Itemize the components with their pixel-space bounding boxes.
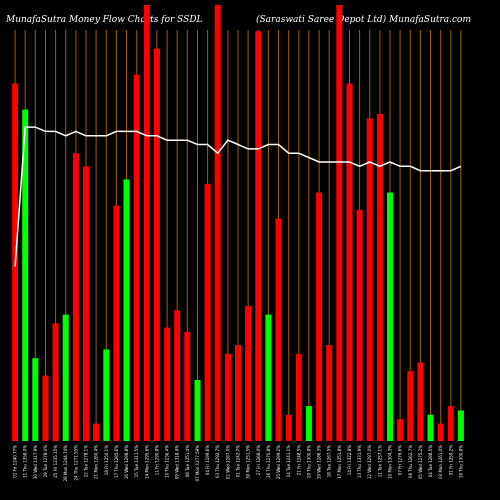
chart-title-left: MunafaSutra Money Flow Charts for SSDL [5,15,203,25]
x-tick-label: 31 Fri 1259.2% [448,445,453,475]
bar-12 [133,74,140,442]
x-tick-label: 07 Fri 1276.6% [398,445,403,475]
bar-7 [83,166,89,442]
bar-22 [235,345,241,441]
bar-6 [72,153,79,441]
x-tick-label: 07 Mon 1277.59% [195,445,200,482]
bar-28 [295,353,302,441]
x-tick-label: 24 Thu 1271.55% [73,445,78,481]
x-tick-label: 14 Mon 1295.6% [144,445,149,479]
x-tick-label: 27 Fri 1268.0% [256,445,261,475]
x-tick-label: 09 Wed 1318.4% [175,445,180,479]
x-tick-label: 01 Fri 1240.77% [13,445,18,478]
x-tick-label: 05 Wed 1275.2% [418,445,423,479]
bar-43 [447,406,454,441]
x-tick-label: 11 Fri 1290.8% [154,445,159,475]
bar-23 [245,305,252,441]
bar-31 [326,345,333,441]
x-axis-tick-labels: 01 Fri 1240.77% 31 Thu 1358.0% 30 Wed 1317… [13,445,464,482]
bar-2 [32,358,39,441]
x-tick-label: 28 Mon 1244.74% [63,445,68,482]
x-tick-label: 22 Tue 1278.1% [84,445,89,477]
x-tick-label: 15 Tue 1311.5% [134,445,139,477]
bar-35 [366,118,373,442]
x-tick-label: 04 Fri 1199.6% [205,445,210,475]
x-tick-label: 16 Wed 1298.8% [124,445,129,479]
bar-11 [123,179,130,441]
x-tick-label: 19 Wed 1286.3% [317,445,322,479]
bar-13 [143,5,150,441]
bar-32 [336,5,343,441]
x-tick-label: 24 Tue 1241.1% [286,445,291,477]
bar-41 [427,414,434,441]
x-tick-label: 31 Thu 1358.0% [23,445,28,478]
x-tick-label: 29 Tue 1278.0% [43,445,48,477]
bar-44 [457,410,464,441]
bar-24 [255,31,262,441]
x-tick-label: 02 Wed 1287.0% [225,445,230,479]
x-tick-label: 30 Mon 1251.5% [246,445,251,479]
x-tick-label: 21 Fri 1248.5% [296,445,301,475]
money-flow-line-group [14,126,462,267]
bar-4 [52,323,59,441]
x-tick-label: 08 Tue 1251.4% [185,445,190,477]
x-tick-label: 25 Fri 1235.15% [53,445,58,478]
bar-10 [113,205,120,441]
x-tick-label: 20 Thu 1300.8% [306,445,311,478]
bar-21 [224,353,231,441]
x-tick-label: 10 Mon 1304.3% [388,445,393,479]
bar-8 [93,423,100,441]
bar-5 [62,314,69,441]
bar-19 [204,183,211,442]
x-tick-label: 18 Tue 1267.5% [327,445,332,477]
bar-33 [346,83,353,441]
bar-37 [387,192,393,441]
x-tick-label: 18 Fri 1250.1% [104,445,109,475]
x-tick-label: 26 Thu 1270.8% [266,445,271,478]
x-tick-label: 17 Mon 1251.8% [337,445,342,479]
x-tick-label: 25 Wed 1299.2% [276,445,281,479]
bar-38 [397,419,404,441]
x-tick-label: 03 Thu 1292.7% [215,445,220,478]
bar-40 [417,362,424,441]
x-tick-label: 30 Thu 1300.8% [458,445,463,478]
x-tick-label: 14 Fri 1322.8% [347,445,352,475]
bar-18 [194,380,201,441]
x-tick-label: 04 Tue 1288.5% [428,445,433,477]
bar-1 [22,109,29,441]
x-tick-label: 03 Mon 1261.0% [438,445,443,479]
x-tick-label: 30 Wed 1317.9% [33,445,38,479]
bar-29 [305,406,312,441]
bar-20 [214,5,221,441]
bar-26 [275,218,282,441]
bar-30 [316,192,323,441]
x-tick-label: 17 Thu 1285.6% [114,445,119,478]
x-tick-label: 21 Mon 1260.4% [94,445,99,479]
bar-17 [184,332,191,441]
x-tick-label: 13 Thu 1331.9% [357,445,362,478]
x-tick-label: 10 Thu 1236.4% [165,445,170,478]
bar-39 [407,371,414,441]
bar-34 [356,209,363,441]
bar-15 [164,327,171,441]
bar-36 [376,114,383,441]
money-flow-line [14,126,462,267]
bar-9 [103,349,110,441]
x-tick-label: 06 Thu 1262.7% [408,445,413,478]
x-tick-label: 12 Wed 1297.0% [367,445,372,479]
x-tick-label: 11 Tue 1257.1% [377,445,382,477]
bar-14 [153,48,160,441]
bar-42 [437,423,444,441]
chart-title-right: (Saraswati Saree Depot Ltd) MunafaSutra.… [256,14,471,25]
x-tick-label: 01 Tue 1242.7% [236,445,241,477]
bar-3 [42,375,49,441]
bar-16 [174,310,181,441]
bar-25 [265,314,272,441]
bar-27 [285,414,292,441]
